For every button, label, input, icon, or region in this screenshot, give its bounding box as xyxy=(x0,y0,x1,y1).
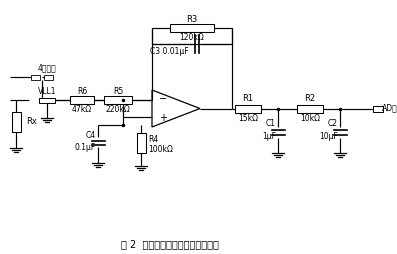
Text: 47kΩ: 47kΩ xyxy=(72,104,92,114)
Text: 10μF: 10μF xyxy=(319,132,338,141)
Text: 1μF: 1μF xyxy=(262,132,276,141)
Bar xyxy=(297,104,323,113)
Text: C3 0.01μF: C3 0.01μF xyxy=(150,47,189,56)
Text: C1: C1 xyxy=(266,119,276,128)
Bar xyxy=(137,133,145,153)
Bar xyxy=(12,112,21,132)
Bar xyxy=(170,24,214,32)
Text: R4: R4 xyxy=(148,135,158,144)
Text: −: − xyxy=(159,94,167,104)
Text: 0.1μF: 0.1μF xyxy=(75,142,96,151)
Text: 15kΩ: 15kΩ xyxy=(238,114,258,123)
Text: R3: R3 xyxy=(186,14,198,24)
Bar xyxy=(44,74,53,80)
Text: VLL1: VLL1 xyxy=(38,87,56,96)
Bar xyxy=(104,96,132,104)
Text: C2: C2 xyxy=(328,119,338,128)
Text: 10kΩ: 10kΩ xyxy=(300,114,320,123)
Text: 220kΩ: 220kΩ xyxy=(106,104,130,114)
Text: 120kΩ: 120kΩ xyxy=(179,33,204,41)
Text: +: + xyxy=(159,113,167,123)
Text: R2: R2 xyxy=(304,94,316,103)
Text: R5: R5 xyxy=(113,87,123,96)
Text: Rx: Rx xyxy=(26,118,37,126)
Text: R1: R1 xyxy=(243,94,254,103)
Text: AD引脚: AD引脚 xyxy=(382,103,397,112)
Bar xyxy=(235,104,261,113)
Bar xyxy=(373,105,383,112)
Bar xyxy=(39,98,55,103)
Bar xyxy=(31,74,40,80)
Text: 图 2  血糖信号变换及电压放大电路: 图 2 血糖信号变换及电压放大电路 xyxy=(121,239,219,249)
Text: 4号引脚: 4号引脚 xyxy=(37,64,56,72)
Text: 100kΩ: 100kΩ xyxy=(148,145,173,153)
Text: C4: C4 xyxy=(86,131,96,139)
Bar xyxy=(70,96,94,104)
Text: R6: R6 xyxy=(77,87,87,96)
